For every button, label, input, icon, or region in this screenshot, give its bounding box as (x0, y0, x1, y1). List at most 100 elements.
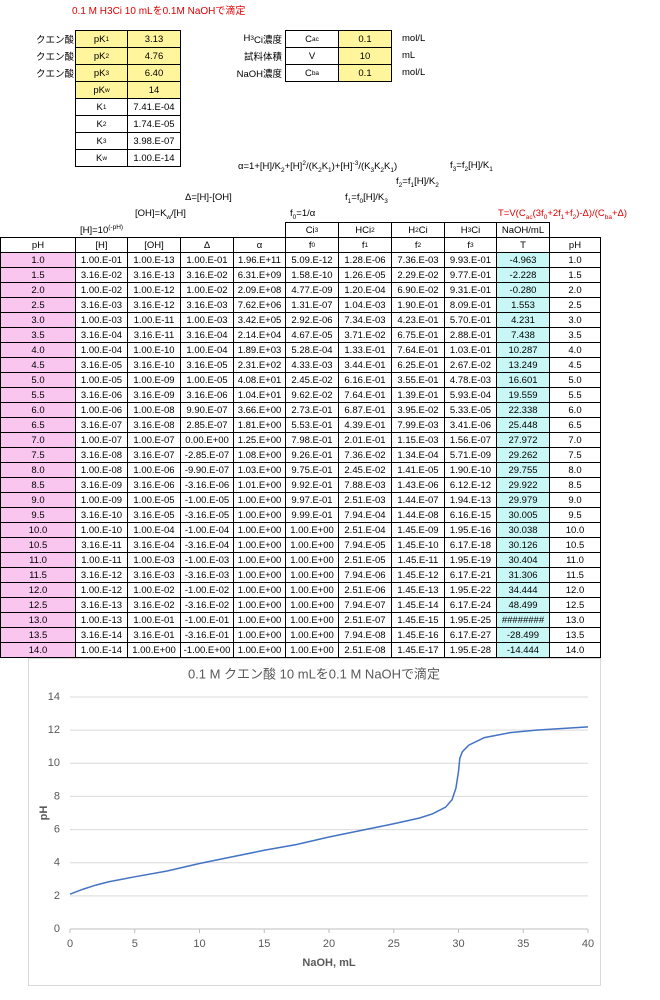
table-cell: 7.88.E-03 (338, 477, 392, 493)
text-part: Ci (471, 224, 481, 236)
table-cell: 7.36.E-03 (391, 252, 445, 268)
y-axis-label: pH (38, 806, 50, 821)
table-cell: 1.45.E-17 (391, 642, 445, 658)
table-cell: 1.00.E+00 (285, 642, 339, 658)
superscript: 3 (314, 226, 319, 234)
subscript: 3 (250, 35, 255, 42)
table-cell: 1.00.E-03 (180, 312, 234, 328)
x-tick-label: 5 (132, 938, 138, 950)
table-cell: 3.16.E-09 (75, 477, 128, 493)
table-cell: 1.04.E-03 (338, 297, 392, 313)
subscript: 1 (105, 35, 110, 43)
table-cell: 1.00.E+00 (233, 612, 286, 628)
table-cell: 3.16.E-09 (127, 387, 181, 403)
param-label: クエン酸 (35, 34, 74, 46)
table-cell: 3.16.E-01 (127, 627, 181, 643)
table-cell: -3.16.E-06 (180, 477, 234, 493)
text-part: /(K (305, 161, 319, 173)
table-cell: 6.17.E-18 (444, 537, 497, 553)
subscript: 0 (292, 213, 297, 221)
table-cell: 8.0 (549, 462, 601, 478)
table-cell: 3.42.E+05 (233, 312, 286, 328)
text-part: H (243, 33, 251, 44)
text-part: (3f (532, 208, 544, 219)
table-cell: 1.00.E-08 (127, 402, 181, 418)
table-cell: 4.231 (496, 312, 550, 328)
subscript: ba (311, 69, 320, 77)
table-cell: 4.5 (0, 357, 76, 373)
table-cell: 5.5 (0, 387, 76, 403)
table-cell: 1.0 (0, 252, 76, 268)
table-cell: 1.00.E-13 (75, 612, 128, 628)
table-cell: 5.53.E-01 (285, 417, 339, 433)
x-tick-label: 15 (258, 938, 270, 950)
chart-frame (28, 658, 601, 986)
table-cell: 6.17.E-21 (444, 567, 497, 583)
column-header: pH (0, 237, 76, 253)
text-part: f (450, 160, 453, 171)
table-cell: 1.00.E+00 (285, 597, 339, 613)
table-cell: 1.00.E-02 (180, 282, 234, 298)
table-cell: 2.0 (0, 282, 76, 298)
table-cell: 1.00.E-06 (75, 402, 128, 418)
subscript: 2 (398, 181, 403, 189)
table-cell: 29.755 (496, 462, 550, 478)
table-cell: 3.16.E-11 (75, 537, 128, 553)
text-part: f (467, 239, 470, 251)
table-cell: 2.45.E-02 (285, 372, 339, 388)
param-label: クエン酸 (35, 68, 74, 80)
table-cell: 2.29.E-02 (391, 267, 445, 283)
table-cell: -28.499 (496, 627, 550, 643)
formula: f0=1/α (290, 208, 315, 221)
text-part: f (345, 192, 348, 203)
table-cell: 7.98.E-01 (285, 432, 339, 448)
table-cell: 1.00.E-04 (180, 342, 234, 358)
table-cell: 1.00.E+00 (233, 492, 286, 508)
condition-label: 試料体積 (220, 47, 282, 64)
table-cell: 5.0 (0, 372, 76, 388)
table-cell: 2.14.E+04 (233, 327, 286, 343)
table-cell: 1.00.E-05 (75, 372, 128, 388)
table-cell: 2.88.E-01 (444, 327, 497, 343)
x-tick-label: 10 (193, 938, 205, 950)
text-part: K (96, 118, 103, 130)
x-axis-label: NaOH, mL (302, 957, 355, 969)
column-header: α (233, 237, 286, 253)
table-cell: 2.51.E-08 (338, 642, 392, 658)
table-cell: -0.280 (496, 282, 550, 298)
table-cell: 6.87.E-01 (338, 402, 392, 418)
table-cell: 2.51.E-07 (338, 612, 392, 628)
table-cell: 1.00.E-01 (180, 252, 234, 268)
table-cell: 1.04.E+01 (233, 387, 286, 403)
text-part: Δ=[H]-[OH] (185, 192, 232, 203)
subscript: 2 (102, 120, 107, 128)
table-cell: -2.228 (496, 267, 550, 283)
table-cell: 3.16.E-04 (180, 327, 234, 343)
param-value: 3.98.E-07 (127, 132, 181, 150)
table-cell: 1.41.E-05 (391, 462, 445, 478)
subscript: 3 (105, 69, 110, 77)
table-cell: 3.0 (549, 312, 601, 328)
table-cell: 1.03.E-01 (444, 342, 497, 358)
column-header: Δ (180, 237, 234, 253)
table-cell: 30.005 (496, 507, 550, 523)
y-tick-label: 6 (54, 823, 60, 835)
table-cell: 13.249 (496, 357, 550, 373)
text-part: K (374, 161, 381, 173)
table-cell: 3.16.E-07 (75, 417, 128, 433)
table-cell: 1.95.E-28 (444, 642, 497, 658)
subscript: ac (525, 213, 533, 221)
table-cell: 1.00.E-03 (75, 312, 128, 328)
subscript: 3 (467, 226, 472, 234)
table-cell: 0.00.E+00 (180, 432, 234, 448)
text-part: +f (564, 208, 573, 219)
table-cell: 2.45.E-02 (338, 462, 392, 478)
table-cell: 2.09.E+08 (233, 282, 286, 298)
text-part: T (520, 239, 526, 251)
table-cell: 1.00.E+00 (233, 627, 286, 643)
table-cell: 3.16.E-08 (127, 417, 181, 433)
table-cell: 9.5 (0, 507, 76, 523)
text-part: f (396, 176, 399, 187)
table-cell: 3.16.E-06 (75, 387, 128, 403)
species-header: Ci 3 (285, 222, 339, 238)
